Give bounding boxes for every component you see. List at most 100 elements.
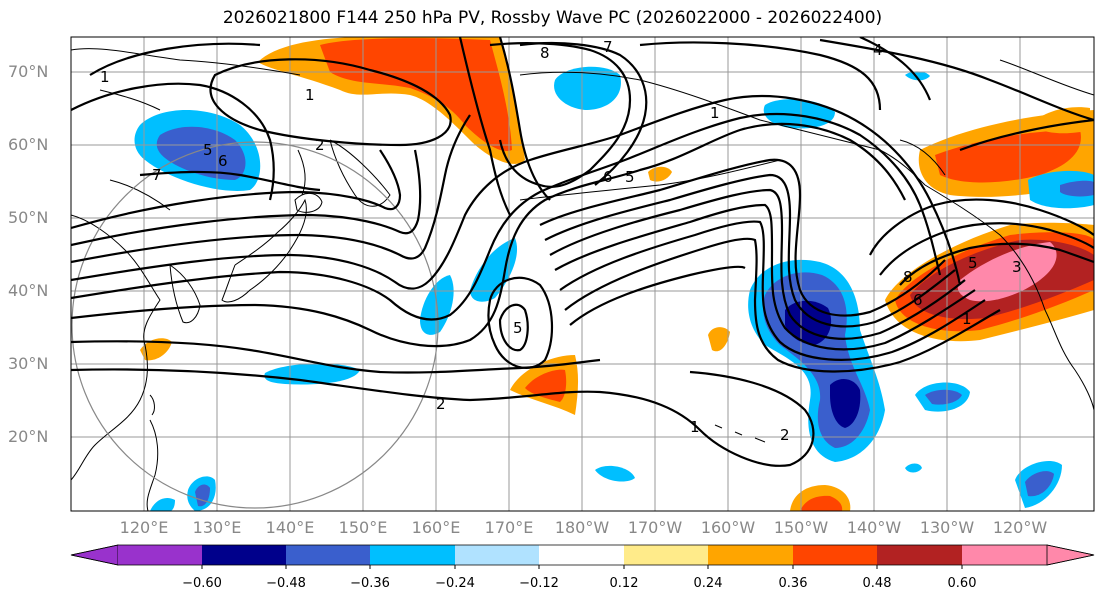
contour-label: 3	[1012, 258, 1022, 276]
contour-trough-cutoff-2	[487, 276, 553, 369]
colorbar-extend-low	[70, 544, 119, 566]
colorbar-segment	[202, 545, 287, 565]
lon-label: 120°W	[992, 518, 1048, 537]
contour-loop-nw	[209, 58, 452, 147]
contour-pv-5	[71, 94, 962, 290]
contour-label: 8	[540, 44, 550, 62]
lon-label: 170°E	[484, 518, 534, 537]
anomaly-negative-small-4	[150, 498, 175, 511]
lon-label: 140°E	[265, 518, 315, 537]
contour-pv-6	[71, 114, 471, 264]
contour-outer-nw	[89, 42, 261, 76]
anomaly-positive-small-1	[140, 338, 172, 361]
lat-label: 40°N	[8, 281, 49, 300]
colorbar-tick-label: 0.24	[693, 576, 723, 591]
pv-contours	[71, 37, 1094, 467]
colorbar-tick-label: 0.48	[862, 576, 892, 591]
coast-siberia-north	[71, 48, 301, 76]
contour-east-trough-2	[879, 222, 1094, 276]
chart-title: 2026021800 F144 250 hPa PV, Rossby Wave …	[222, 8, 883, 28]
coast-korea	[169, 264, 201, 324]
contour-trough-cutoff	[498, 303, 529, 352]
contour-central-ridge-4	[554, 203, 976, 351]
lon-label: 160°W	[700, 518, 756, 537]
contour-central-ridge-7	[569, 265, 746, 326]
contour-pv-2	[71, 368, 815, 467]
lat-label: 50°N	[8, 208, 49, 227]
contour-central-ridge-5	[559, 220, 986, 361]
colorbar-tick-label: −0.12	[519, 576, 559, 591]
lon-label: 120°E	[119, 518, 169, 537]
colorbar-tick-label: −0.24	[435, 576, 475, 591]
lon-label: 140°W	[846, 518, 902, 537]
colorbar-segment	[539, 545, 625, 565]
contour-east-trough	[869, 198, 1094, 256]
colorbar-tick-label: 0.12	[609, 576, 639, 591]
contour-ridge-1	[458, 37, 511, 216]
map-content: 1 1 2 5 6 7 8 7 4 6 5 1 5 2 1 2 8 6 1 5 …	[71, 37, 1094, 511]
colorbar-segment	[370, 545, 456, 565]
lon-label: 180°W	[554, 518, 610, 537]
anomaly-negative-central-pacific-core1	[785, 300, 832, 345]
contour-pv-3	[71, 122, 906, 348]
lon-label: 150°W	[773, 518, 829, 537]
colorbar-tick-label: −0.36	[350, 576, 390, 591]
contour-label: 1	[962, 310, 972, 328]
contour-north-east	[639, 41, 882, 111]
lat-label: 70°N	[8, 62, 49, 81]
coast-aleutians	[519, 159, 781, 201]
colorbar-segment	[118, 545, 203, 565]
colorbar	[70, 544, 1095, 569]
contour-label: 6	[218, 152, 228, 170]
contour-central-ridge-3	[549, 188, 966, 340]
anomaly-negative-central-pacific-core2	[830, 378, 861, 428]
contour-label: 1	[100, 68, 110, 86]
contour-north-east-2	[819, 38, 1094, 122]
lon-label: 150°E	[338, 518, 388, 537]
anomaly-negative-small-2	[905, 463, 922, 473]
lat-label: 60°N	[8, 135, 49, 154]
region-circle	[71, 141, 439, 509]
contour-trough-mid-2	[519, 41, 648, 186]
anomaly-positive-gulf-alaska-core	[935, 130, 1081, 183]
colorbar-segment	[708, 545, 794, 565]
contour-pv-8	[71, 149, 402, 230]
colorbar-extend-high	[1046, 544, 1095, 566]
anomaly-negative-far-se-mid	[1025, 471, 1054, 497]
colorbar-outline	[70, 544, 1095, 566]
title-wrap: 2026021800 F144 250 hPa PV, Rossby Wave …	[0, 0, 1105, 34]
anomaly-negative-east-mid	[1060, 180, 1094, 197]
coast-hawaii	[714, 424, 766, 443]
contour-label: 5	[203, 141, 213, 159]
anomaly-negative-alaska-e	[763, 99, 835, 129]
contour-label: 5	[625, 168, 635, 186]
anomaly-positive-small-3	[648, 166, 672, 182]
lat-label: 30°N	[8, 354, 49, 373]
contour-label: 4	[873, 41, 883, 59]
gridlines	[71, 37, 1094, 511]
contour-east-trough-3	[899, 242, 1094, 286]
coast-east-asia	[71, 214, 161, 481]
contour-central-ridge-6	[564, 237, 1001, 373]
lon-label: 130°E	[192, 518, 242, 537]
anomaly-positive-small-2	[708, 327, 730, 352]
lon-label: 130°W	[919, 518, 975, 537]
contour-pv-7	[71, 149, 422, 247]
colorbar-segment	[286, 545, 371, 565]
contour-label-group: 1 1 2 5 6 7 8 7 4 6 5 1 5 2 1 2 8 6 1 5 …	[100, 38, 1022, 444]
colorbar-ticks	[201, 565, 963, 569]
contour-label: 2	[780, 426, 790, 444]
coast-japan-hokkaido	[294, 193, 323, 213]
lon-label: 160°E	[411, 518, 461, 537]
colorbar-tick-label: −0.48	[266, 576, 306, 591]
colorbar-tick-label: 0.60	[947, 576, 977, 591]
contour-label: 6	[913, 291, 923, 309]
contour-label: 6	[603, 168, 613, 186]
lon-label: 170°W	[627, 518, 683, 537]
colorbar-tick-label: 0.36	[778, 576, 808, 591]
contour-label: 5	[513, 319, 523, 337]
contour-label: 1	[305, 86, 315, 104]
coast-japan	[221, 198, 307, 303]
contour-label: 1	[710, 104, 720, 122]
